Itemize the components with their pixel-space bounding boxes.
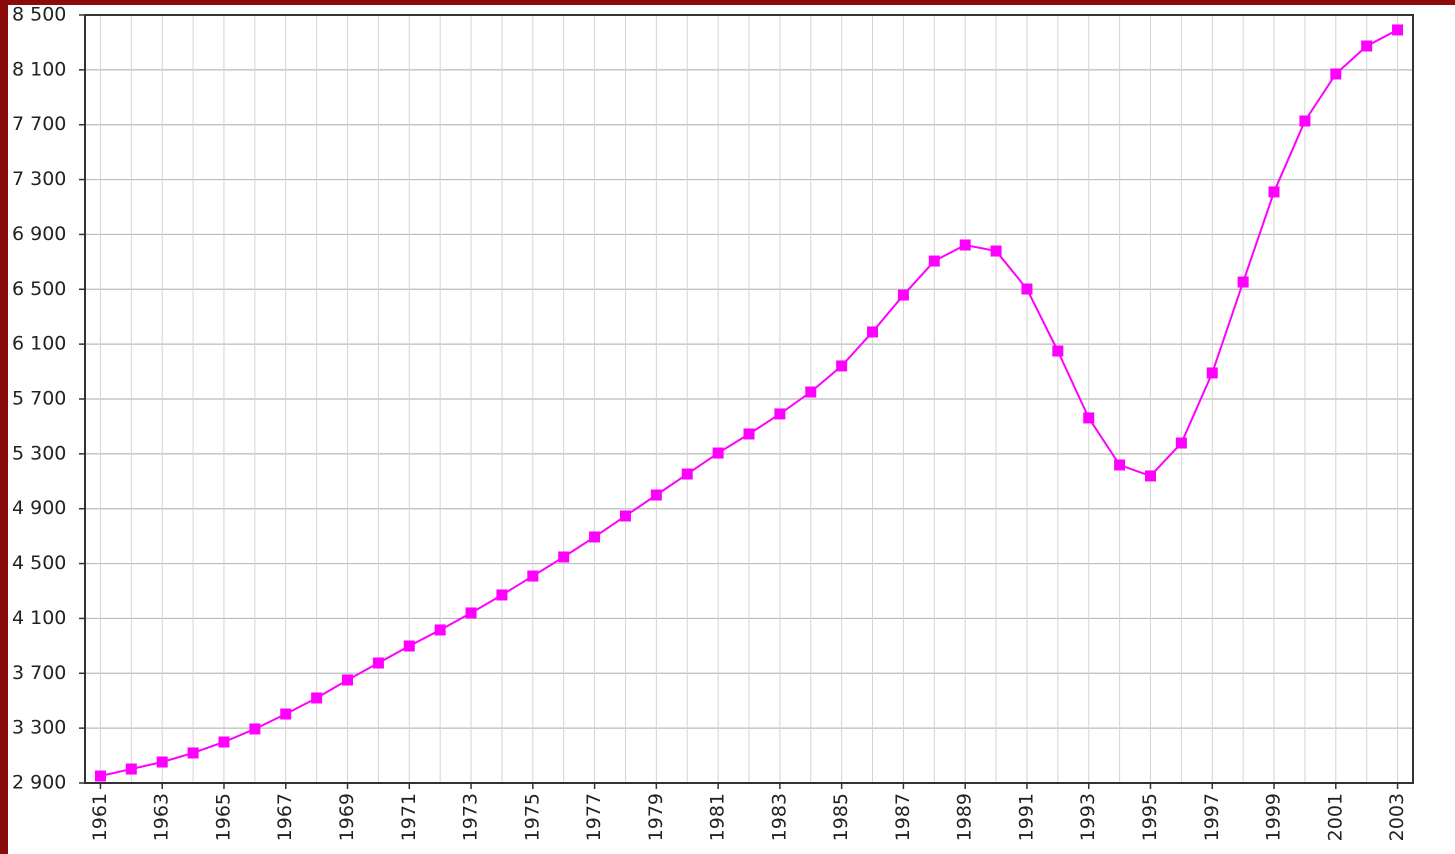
marker: [990, 245, 1002, 257]
x-tick-label: 1977: [583, 793, 605, 841]
x-tick-label: 1971: [398, 793, 420, 841]
x-tick-label: 1967: [274, 793, 296, 841]
x-tick-label: 1985: [830, 793, 852, 841]
x-tick-label: 1989: [954, 793, 976, 841]
marker: [1144, 470, 1156, 482]
x-tick-label: 1997: [1201, 793, 1223, 841]
x-tick-label: 2003: [1386, 793, 1408, 841]
marker: [774, 408, 786, 420]
marker: [403, 640, 415, 652]
marker: [897, 289, 909, 301]
y-tick-label: 7 300: [12, 168, 66, 190]
marker: [619, 510, 631, 522]
marker: [1299, 115, 1311, 127]
y-tick-label: 4 100: [12, 607, 66, 629]
x-tick-label: 1999: [1263, 793, 1285, 841]
x-tick-label: 1995: [1139, 793, 1161, 841]
marker: [558, 551, 570, 563]
marker: [1021, 283, 1033, 295]
y-tick-label: 6 500: [12, 278, 66, 300]
x-tick-label: 1961: [89, 793, 111, 841]
x-tick-label: 1979: [645, 793, 667, 841]
marker: [280, 708, 292, 720]
marker: [1206, 367, 1218, 379]
y-tick-label: 5 300: [12, 442, 66, 464]
x-tick-label: 1965: [212, 793, 234, 841]
marker: [218, 736, 230, 748]
marker: [867, 326, 879, 338]
marker: [156, 756, 168, 768]
y-tick-label: 8 100: [12, 58, 66, 80]
y-tick-label: 2 900: [12, 772, 66, 794]
marker: [712, 447, 724, 459]
marker: [1392, 24, 1404, 36]
y-tick-label: 8 500: [12, 4, 66, 26]
x-tick-label: 2001: [1324, 793, 1346, 841]
marker: [1237, 276, 1249, 288]
marker: [836, 360, 848, 372]
marker: [342, 674, 354, 686]
y-tick-label: 4 900: [12, 497, 66, 519]
y-tick-label: 6 900: [12, 223, 66, 245]
x-tick-label: 1981: [707, 793, 729, 841]
x-tick-label: 1991: [1015, 793, 1037, 841]
marker: [434, 624, 446, 636]
marker: [1361, 40, 1373, 52]
y-tick-label: 3 300: [12, 717, 66, 739]
marker: [805, 386, 817, 398]
y-tick-label: 7 700: [12, 113, 66, 135]
marker: [650, 489, 662, 501]
marker: [311, 692, 323, 704]
x-tick-label: 1963: [151, 793, 173, 841]
marker: [94, 770, 106, 782]
y-tick-label: 3 700: [12, 662, 66, 684]
marker: [928, 255, 940, 267]
marker: [1114, 459, 1126, 471]
marker: [527, 570, 539, 582]
marker: [1052, 345, 1064, 357]
x-tick-label: 1969: [336, 793, 358, 841]
marker: [187, 747, 199, 759]
x-tick-label: 1993: [1077, 793, 1099, 841]
marker: [1083, 412, 1095, 424]
x-tick-label: 1975: [521, 793, 543, 841]
y-tick-label: 4 500: [12, 552, 66, 574]
y-tick-label: 5 700: [12, 388, 66, 410]
x-tick-label: 1983: [768, 793, 790, 841]
marker: [589, 531, 601, 543]
marker: [1268, 186, 1280, 198]
marker: [125, 763, 137, 775]
x-tick-label: 1987: [892, 793, 914, 841]
x-tick-label: 1973: [460, 793, 482, 841]
marker: [681, 468, 693, 480]
marker: [743, 428, 755, 440]
marker: [496, 589, 508, 601]
marker: [372, 657, 384, 669]
marker: [1175, 437, 1187, 449]
y-tick-label: 6 100: [12, 333, 66, 355]
marker: [959, 239, 971, 251]
marker: [249, 723, 261, 735]
marker: [1330, 68, 1342, 80]
marker: [465, 607, 477, 619]
background: [8, 5, 1455, 854]
